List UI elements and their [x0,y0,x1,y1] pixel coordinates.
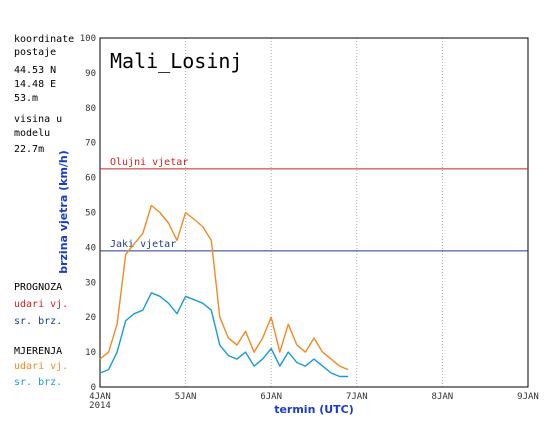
chart-title: Mali_Losinj [110,49,242,73]
station-coord-label2: postaje [14,47,57,58]
y-tick-label: 10 [85,348,96,358]
series-lines [99,204,349,378]
y-axis-label: brzina vjetra (km/h) [57,150,70,274]
series-line [99,292,349,378]
model-height-label: visina u [14,114,63,125]
y-tick-label: 0 [91,383,96,393]
plot-frame [99,37,529,388]
x-tick-label: 6JAN [260,392,282,402]
y-tick-label: 40 [85,243,96,253]
y-tick-label: 100 [80,34,96,44]
station-coord-label: koordinate [14,34,75,45]
legend-measure-title: MJERENJA [14,346,63,357]
y-tick-label: 80 [85,104,96,114]
legend-forecast-title: PROGNOZA [14,282,63,293]
legend-forecast-gust: udari vj. [14,299,69,310]
x-tick-label: 7JAN [346,392,368,402]
series-line [99,204,349,371]
x-tick-label: 9JAN [517,392,539,402]
y-tick-label: 20 [85,313,96,323]
y-tick-label: 60 [85,174,96,184]
grid-lines [185,38,443,387]
x-tick-label: 5JAN [175,392,197,402]
threshold-label: Olujni vjetar [110,157,188,168]
model-height-value: 22.7m [14,144,45,155]
legend-forecast-mean: sr. brz. [14,316,63,327]
station-lat: 44.53 N [14,65,57,76]
model-height-label2: modelu [14,128,51,139]
x-tick-year-label: 2014 [89,401,111,411]
y-tick-label: 70 [85,139,96,149]
threshold-lines: Olujni vjetar Jaki vjetar [100,157,528,252]
y-tick-label: 90 [85,69,96,79]
x-tick-label: 8JAN [432,392,454,402]
x-axis-label: termin (UTC) [274,403,354,416]
x-tick-labels: 4JAN 5JAN 6JAN 7JAN 8JAN 9JAN 2014 [89,392,539,411]
y-tick-label: 30 [85,278,96,288]
y-tick-label: 50 [85,209,96,219]
threshold-label: Jaki vjetar [110,239,176,250]
y-tick-labels: 0 10 20 30 40 50 60 70 80 90 100 [80,34,96,393]
legend-measure-mean: sr. brz. [14,377,63,388]
station-height: 53.m [14,93,39,104]
legend-measure-gust: udari vj. [14,361,69,372]
station-lon: 14.48 E [14,79,57,90]
x-tick-label: 4JAN [89,392,111,402]
